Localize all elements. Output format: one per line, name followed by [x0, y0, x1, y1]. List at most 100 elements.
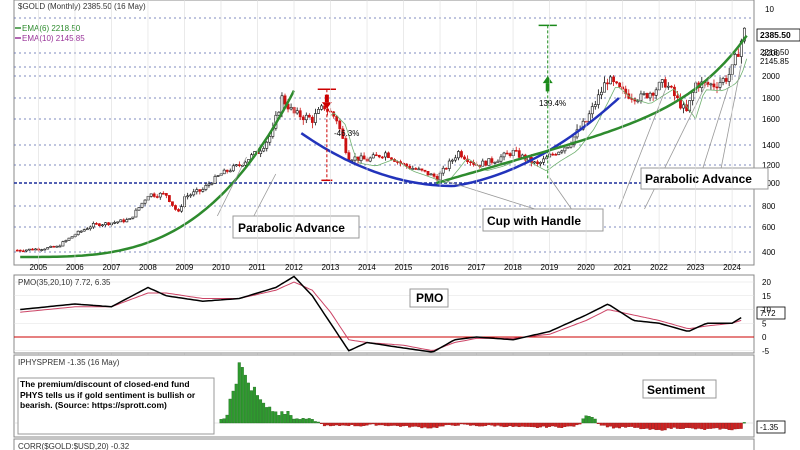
- premium-bar: [502, 422, 506, 428]
- candle-body: [557, 151, 561, 155]
- candle-body: [505, 152, 509, 155]
- pointer-line: [618, 86, 667, 210]
- premium-bar: [742, 422, 746, 424]
- candle-body: [237, 164, 241, 166]
- premium-bar: [678, 422, 682, 429]
- premium-bar: [551, 422, 555, 427]
- premium-bar: [538, 422, 542, 428]
- pmo-y-tick: 10: [762, 306, 771, 315]
- premium-bar: [429, 422, 433, 429]
- premium-bar: [389, 422, 393, 426]
- premium-bar: [624, 422, 628, 428]
- candle-body: [673, 86, 676, 97]
- candle-body: [265, 141, 269, 149]
- premium-bar: [329, 422, 333, 427]
- year-label: 2022: [650, 263, 668, 272]
- candle-body: [231, 165, 235, 172]
- premium-bar: [441, 422, 445, 427]
- premium-bar: [231, 390, 235, 424]
- premium-bar: [599, 422, 603, 426]
- pmo-y-tick: 15: [762, 292, 771, 301]
- decline-arrow: [321, 102, 332, 109]
- year-label: 2008: [139, 263, 157, 272]
- premium-bar: [374, 422, 378, 426]
- pointer-line: [720, 64, 742, 169]
- candle-body: [91, 223, 95, 228]
- parabolic-label-box-1: [232, 215, 360, 239]
- premium-bar: [468, 422, 472, 426]
- candle-body: [262, 148, 266, 152]
- candle-body: [542, 158, 545, 163]
- premium-bar: [508, 422, 512, 427]
- candle-body: [533, 161, 536, 164]
- premium-bar: [627, 422, 631, 427]
- price-y-tick: 2000: [762, 72, 780, 81]
- candle-body: [660, 79, 664, 83]
- premium-bar: [219, 419, 223, 424]
- rise-arrow-shaft: [545, 83, 550, 92]
- candle-body: [304, 114, 308, 121]
- candle-body: [320, 105, 323, 110]
- premium-bar: [265, 407, 269, 424]
- premium-bar: [405, 422, 409, 426]
- premium-bar: [481, 422, 485, 427]
- price-y-tick: 2200: [762, 49, 780, 58]
- premium-bar: [304, 418, 308, 424]
- candle-body: [174, 205, 177, 210]
- candle-body: [514, 150, 518, 152]
- candle-body: [380, 156, 384, 159]
- candle-body: [603, 82, 606, 93]
- candle-body: [469, 161, 472, 164]
- candle-body: [61, 241, 65, 247]
- candle-body: [642, 93, 646, 95]
- premium-bar: [277, 415, 281, 424]
- parabolic-curve-1: [20, 90, 296, 259]
- candle-body: [742, 27, 746, 42]
- candle-body: [600, 91, 603, 96]
- pmo-value: 7.72: [760, 309, 776, 318]
- candle-body: [648, 92, 652, 99]
- rise-pct: 139.4%: [539, 99, 566, 108]
- pmo-label: PMO: [416, 291, 443, 305]
- pmo-y-ticks: 20 15 10 5 0 -5: [762, 278, 771, 356]
- premium-bar: [322, 422, 326, 427]
- premium-bar: [417, 422, 421, 428]
- candle-body: [155, 196, 159, 198]
- y-top-label: 10: [765, 5, 774, 14]
- premium-note-box: [17, 377, 215, 435]
- premium-bar: [611, 422, 615, 429]
- candle-body: [484, 160, 488, 166]
- candle-body: [283, 95, 287, 105]
- candle-body: [104, 222, 107, 226]
- premium-bar: [514, 422, 518, 427]
- candle-body: [374, 154, 378, 157]
- candle-body: [70, 236, 74, 239]
- candle-body: [383, 152, 387, 158]
- premium-bar: [684, 422, 688, 428]
- premium-bar: [362, 422, 366, 426]
- decline-pct: -46.3%: [334, 129, 359, 138]
- candle-body: [85, 228, 89, 231]
- premium-bar: [447, 422, 451, 425]
- candle-body: [609, 76, 612, 85]
- premium-bar: [654, 422, 658, 431]
- candle-body: [377, 154, 381, 158]
- pointer-line: [702, 86, 729, 169]
- premium-bar: [608, 422, 612, 427]
- premium-bar: [505, 422, 509, 427]
- premium-bar: [313, 421, 317, 424]
- premium-value-tag: [756, 420, 786, 434]
- candle-body: [307, 114, 311, 118]
- premium-bar: [569, 422, 573, 427]
- premium-bar: [630, 422, 634, 427]
- premium-bar: [541, 422, 545, 427]
- candle-body: [612, 76, 615, 83]
- year-label: 2005: [29, 263, 47, 272]
- candle-body: [107, 222, 110, 226]
- premium-bar: [414, 422, 418, 427]
- candle-body: [390, 157, 393, 160]
- premium-bar: [669, 422, 673, 429]
- candle-body: [362, 155, 366, 160]
- candle-body: [572, 136, 576, 146]
- candle-body: [359, 155, 363, 161]
